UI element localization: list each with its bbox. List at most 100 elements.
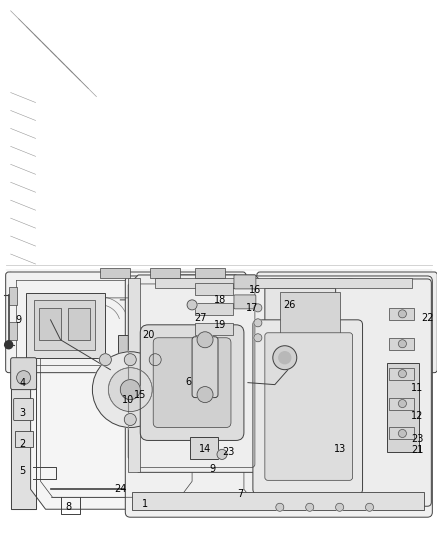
Bar [155, 288, 410, 343]
Text: 13: 13 [333, 445, 346, 455]
FancyBboxPatch shape [265, 333, 353, 480]
FancyBboxPatch shape [153, 338, 231, 427]
Text: 23: 23 [411, 434, 424, 445]
Text: 24: 24 [114, 484, 127, 494]
Circle shape [108, 368, 152, 411]
Text: 11: 11 [411, 383, 424, 393]
Circle shape [399, 340, 406, 348]
Bar [14, 432, 32, 447]
Circle shape [149, 354, 161, 366]
Text: 1: 1 [142, 499, 148, 509]
Circle shape [399, 310, 406, 318]
Text: 21: 21 [411, 446, 424, 455]
Bar [68, 308, 90, 340]
Text: 9: 9 [209, 464, 215, 474]
Bar [389, 398, 414, 409]
FancyBboxPatch shape [14, 399, 34, 421]
Bar [132, 492, 424, 510]
Text: 5: 5 [20, 466, 26, 477]
Bar [9, 322, 17, 340]
Bar [388, 362, 419, 453]
Circle shape [399, 370, 406, 378]
Circle shape [336, 503, 343, 511]
Text: 9: 9 [16, 315, 22, 325]
Circle shape [399, 430, 406, 438]
Circle shape [276, 503, 284, 511]
Circle shape [17, 370, 31, 385]
Circle shape [92, 352, 168, 427]
Bar [389, 308, 414, 320]
Circle shape [366, 503, 374, 511]
Bar [150, 268, 180, 278]
Circle shape [399, 400, 406, 408]
Bar [389, 338, 414, 350]
Text: 19: 19 [214, 320, 226, 330]
FancyBboxPatch shape [257, 272, 437, 373]
FancyBboxPatch shape [269, 279, 355, 365]
Text: 20: 20 [142, 330, 155, 340]
Circle shape [217, 449, 227, 459]
Text: 27: 27 [194, 313, 206, 323]
Circle shape [120, 379, 140, 400]
Text: 3: 3 [20, 408, 26, 417]
Circle shape [99, 354, 111, 366]
Bar [195, 283, 233, 295]
Bar [100, 268, 130, 278]
Circle shape [197, 332, 213, 348]
FancyBboxPatch shape [125, 276, 432, 517]
Circle shape [254, 334, 262, 342]
FancyBboxPatch shape [11, 358, 37, 390]
FancyBboxPatch shape [192, 337, 218, 398]
Circle shape [5, 341, 13, 349]
FancyBboxPatch shape [234, 275, 256, 289]
Polygon shape [128, 275, 265, 472]
Bar [39, 308, 60, 340]
FancyBboxPatch shape [336, 279, 431, 506]
Circle shape [254, 304, 262, 312]
Polygon shape [235, 290, 429, 514]
Bar [195, 303, 233, 315]
Bar [195, 268, 225, 278]
Text: 6: 6 [185, 377, 191, 386]
Bar [389, 368, 414, 379]
Bar [280, 292, 339, 350]
Text: 7: 7 [237, 489, 243, 499]
Bar [155, 278, 413, 288]
Circle shape [124, 354, 136, 366]
Text: 14: 14 [199, 445, 211, 455]
FancyBboxPatch shape [234, 295, 256, 309]
Circle shape [254, 319, 262, 327]
Polygon shape [11, 280, 35, 509]
Text: 26: 26 [283, 300, 296, 310]
Polygon shape [32, 467, 56, 479]
FancyBboxPatch shape [140, 325, 244, 440]
Text: 15: 15 [134, 390, 146, 400]
Bar [195, 323, 233, 335]
Circle shape [187, 300, 197, 310]
Circle shape [273, 346, 297, 370]
Text: 17: 17 [246, 303, 258, 313]
FancyBboxPatch shape [253, 320, 363, 494]
Text: 2: 2 [20, 439, 26, 449]
FancyBboxPatch shape [162, 275, 238, 370]
Bar [9, 287, 17, 305]
Bar [34, 300, 95, 350]
Bar [128, 278, 140, 472]
Text: 10: 10 [122, 394, 134, 405]
Circle shape [279, 352, 291, 364]
Text: 22: 22 [421, 313, 434, 323]
Text: 18: 18 [214, 295, 226, 305]
Text: 12: 12 [411, 410, 424, 421]
Text: 4: 4 [20, 378, 26, 387]
Text: 8: 8 [65, 502, 71, 512]
Bar [118, 335, 168, 390]
Bar [389, 427, 414, 439]
Polygon shape [31, 290, 200, 509]
Text: 16: 16 [249, 285, 261, 295]
Circle shape [124, 414, 136, 425]
Circle shape [197, 386, 213, 402]
FancyBboxPatch shape [6, 272, 246, 373]
Bar [25, 293, 106, 358]
Circle shape [306, 503, 314, 511]
Text: 23: 23 [222, 447, 234, 457]
